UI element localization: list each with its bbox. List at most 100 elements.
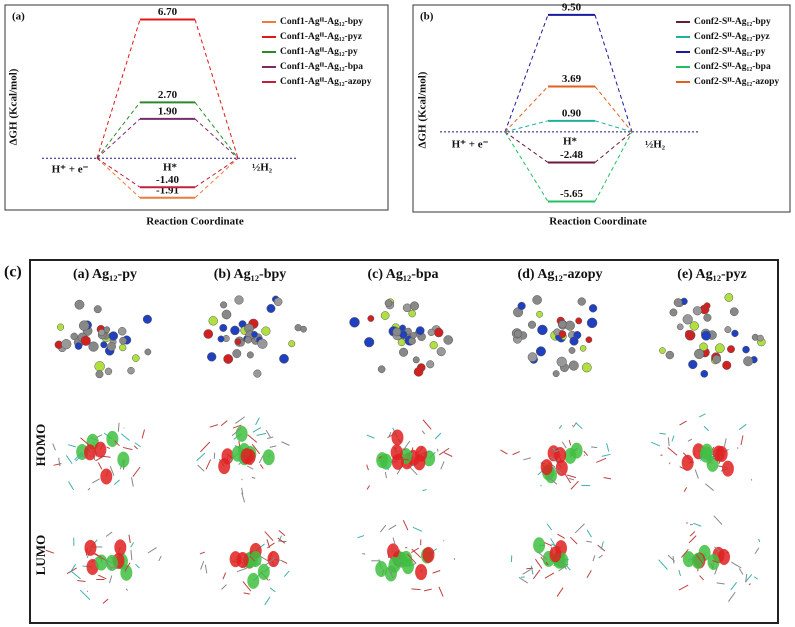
atom [246, 351, 254, 359]
atom [253, 369, 262, 378]
bond [387, 568, 394, 579]
bond [268, 578, 271, 581]
bond [197, 464, 205, 472]
atom [585, 336, 593, 344]
atom [694, 348, 705, 360]
bond [102, 598, 109, 604]
bond [687, 438, 693, 442]
bond [705, 483, 714, 491]
connector [504, 120, 549, 133]
atom [413, 367, 424, 377]
bond [247, 434, 258, 443]
bond [246, 465, 254, 470]
column-title: (c) Ag₁₂-bpa [367, 267, 438, 282]
bond [265, 429, 271, 438]
bond [366, 485, 371, 490]
bond [132, 466, 141, 477]
bond [251, 443, 261, 455]
mid-label: H* [563, 136, 578, 148]
legend-label: Conf1-Agᴵᴵ-Ag₁₂-azopy [280, 77, 372, 87]
bond [699, 575, 704, 581]
bond [422, 419, 432, 430]
atom [703, 302, 711, 310]
orbital-lobe [681, 454, 694, 471]
bond [728, 591, 736, 602]
bond [714, 546, 720, 552]
bond [220, 420, 228, 427]
orbital-lobe [257, 563, 270, 580]
bond [394, 549, 401, 554]
atom [234, 295, 244, 305]
bond [683, 487, 688, 493]
connector [504, 86, 549, 133]
atom [757, 334, 764, 342]
bond [554, 449, 561, 453]
atom [279, 353, 289, 364]
atom [80, 335, 91, 346]
atom [397, 338, 406, 347]
atom [100, 341, 108, 349]
connector [194, 157, 239, 199]
orbital-lobe [247, 572, 260, 589]
atom [527, 320, 537, 329]
atom [119, 343, 127, 352]
bond [601, 453, 611, 457]
bond [530, 565, 534, 575]
atom [527, 352, 538, 362]
atom [300, 325, 307, 333]
orbital-lobe [413, 454, 426, 471]
atom [95, 370, 104, 379]
bond [560, 560, 567, 570]
connector [194, 19, 239, 159]
frame-b [412, 4, 791, 213]
atom [132, 354, 140, 362]
orbital-lobe [718, 549, 731, 566]
orbital-lobe [388, 556, 401, 573]
atom [410, 332, 417, 339]
bond [558, 424, 563, 430]
atom [349, 317, 360, 328]
bond [98, 574, 107, 580]
orbital-lobe [236, 551, 249, 568]
bond [423, 588, 432, 592]
connector [96, 19, 141, 159]
bond [678, 584, 689, 591]
bond [422, 489, 427, 492]
atom [588, 304, 598, 313]
atom [117, 327, 127, 336]
atom [692, 306, 702, 316]
atom [537, 324, 548, 336]
atom [724, 293, 734, 302]
atom [234, 338, 242, 345]
bond [75, 452, 85, 462]
bond [688, 535, 697, 544]
atom [415, 326, 425, 336]
legend-label: Conf1-Agᴵᴵ-Ag₁₂-py [280, 47, 358, 57]
orbital-lobe [570, 442, 583, 459]
row-label: HOMO [33, 424, 48, 467]
orbital-lobe [100, 468, 113, 485]
bond [745, 574, 748, 583]
bond [658, 559, 668, 570]
bond [740, 435, 744, 446]
bond [94, 552, 106, 561]
bond [378, 455, 382, 459]
column-title: (e) Ag₁₂-pyz [677, 267, 746, 282]
bond [714, 567, 718, 575]
molecule-images [45, 293, 766, 606]
connector [504, 131, 549, 202]
atom [742, 345, 750, 354]
column-title: (b) Ag₁₂-bpy [214, 267, 287, 282]
bond [117, 422, 120, 432]
bond [547, 476, 558, 485]
column-title: (d) Ag₁₂-azopy [517, 267, 602, 282]
bond [545, 561, 549, 566]
bond [266, 539, 271, 548]
bond [269, 445, 277, 448]
bond [71, 571, 81, 580]
bond [134, 442, 141, 448]
bond [591, 446, 598, 449]
atom [93, 305, 102, 314]
atom [107, 342, 116, 352]
